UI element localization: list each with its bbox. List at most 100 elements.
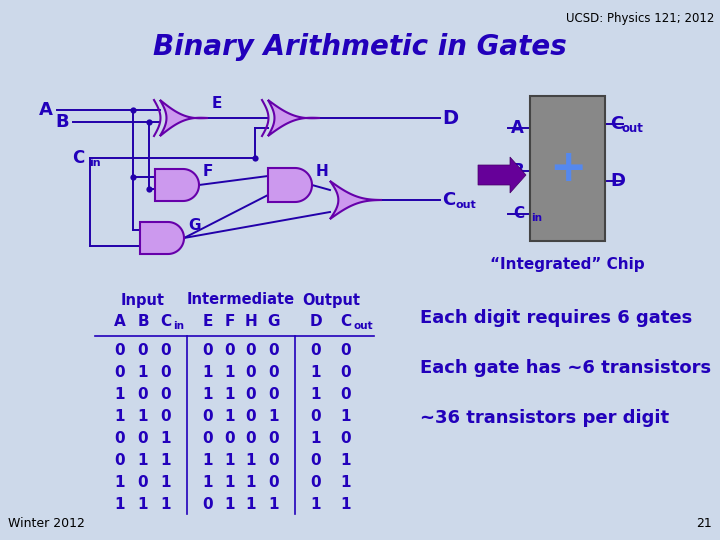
- Text: 0: 0: [269, 431, 279, 446]
- Text: D: D: [310, 314, 323, 329]
- Text: 0: 0: [225, 431, 235, 446]
- Text: in: in: [531, 213, 542, 223]
- Text: 0: 0: [203, 409, 213, 424]
- Text: 1: 1: [161, 497, 171, 512]
- Text: 1: 1: [225, 497, 235, 512]
- Text: A: A: [39, 101, 53, 119]
- Text: 1: 1: [225, 365, 235, 380]
- Text: C: C: [161, 314, 171, 329]
- Text: 0: 0: [203, 497, 213, 512]
- Text: C: C: [610, 115, 624, 133]
- Text: C: C: [72, 149, 84, 167]
- Text: 0: 0: [138, 431, 148, 446]
- Text: 1: 1: [225, 409, 235, 424]
- Bar: [530, 96, 605, 241]
- Text: 0: 0: [246, 431, 256, 446]
- Text: Input: Input: [121, 293, 165, 307]
- Text: 0: 0: [341, 343, 351, 358]
- Text: out: out: [621, 123, 643, 136]
- Text: 0: 0: [161, 387, 171, 402]
- Text: 1: 1: [138, 409, 148, 424]
- Polygon shape: [478, 157, 526, 193]
- Text: 1: 1: [246, 453, 256, 468]
- Text: 1: 1: [138, 365, 148, 380]
- Text: 1: 1: [341, 453, 351, 468]
- Text: 0: 0: [246, 409, 256, 424]
- Text: H: H: [316, 164, 329, 179]
- Text: 0: 0: [246, 365, 256, 380]
- Text: Each gate has ~6 transistors: Each gate has ~6 transistors: [420, 359, 711, 377]
- Text: D: D: [442, 109, 458, 127]
- Text: 1: 1: [341, 409, 351, 424]
- Text: 0: 0: [161, 343, 171, 358]
- Text: 1: 1: [203, 453, 213, 468]
- Text: 0: 0: [311, 453, 321, 468]
- Text: 0: 0: [138, 343, 148, 358]
- Text: 1: 1: [225, 387, 235, 402]
- Text: 0: 0: [311, 343, 321, 358]
- Text: 1: 1: [203, 475, 213, 490]
- Polygon shape: [155, 169, 199, 201]
- Text: in: in: [173, 321, 184, 331]
- Text: 0: 0: [114, 431, 125, 446]
- Text: 1: 1: [114, 497, 125, 512]
- Text: 1: 1: [161, 453, 171, 468]
- Text: 1: 1: [225, 453, 235, 468]
- Text: H: H: [245, 314, 257, 329]
- Text: G: G: [188, 218, 200, 233]
- Text: 1: 1: [341, 497, 351, 512]
- Text: F: F: [203, 165, 213, 179]
- Text: UCSD: Physics 121; 2012: UCSD: Physics 121; 2012: [566, 12, 714, 25]
- Text: 0: 0: [269, 453, 279, 468]
- Text: out: out: [455, 200, 476, 210]
- Text: ~36 transistors per digit: ~36 transistors per digit: [420, 409, 669, 427]
- Text: “Integrated” Chip: “Integrated” Chip: [490, 257, 645, 272]
- Text: F: F: [225, 314, 235, 329]
- Text: 0: 0: [269, 475, 279, 490]
- Text: 0: 0: [203, 431, 213, 446]
- Text: B: B: [55, 113, 69, 131]
- Text: Output: Output: [302, 293, 360, 307]
- Text: 0: 0: [114, 453, 125, 468]
- Text: 1: 1: [114, 409, 125, 424]
- Text: 0: 0: [269, 343, 279, 358]
- Text: 0: 0: [225, 343, 235, 358]
- Text: 1: 1: [311, 497, 321, 512]
- Text: in: in: [89, 158, 101, 168]
- Text: Binary Arithmetic in Gates: Binary Arithmetic in Gates: [153, 33, 567, 61]
- Text: B: B: [138, 314, 149, 329]
- Text: 0: 0: [246, 387, 256, 402]
- Text: 0: 0: [203, 343, 213, 358]
- Text: 1: 1: [311, 365, 321, 380]
- Text: 1: 1: [269, 497, 279, 512]
- Text: 0: 0: [269, 365, 279, 380]
- Text: 1: 1: [203, 387, 213, 402]
- Polygon shape: [330, 181, 382, 219]
- Text: Winter 2012: Winter 2012: [8, 517, 85, 530]
- Text: 0: 0: [341, 387, 351, 402]
- Polygon shape: [140, 222, 184, 254]
- Text: 0: 0: [138, 475, 148, 490]
- Text: out: out: [353, 321, 373, 331]
- Text: 1: 1: [203, 365, 213, 380]
- Text: A: A: [114, 314, 126, 329]
- Text: B: B: [511, 162, 524, 180]
- Text: A: A: [511, 119, 524, 137]
- Text: D: D: [610, 172, 625, 190]
- Text: 1: 1: [311, 431, 321, 446]
- Text: 0: 0: [161, 365, 171, 380]
- Text: 0: 0: [311, 475, 321, 490]
- Polygon shape: [268, 168, 312, 202]
- Text: 0: 0: [311, 409, 321, 424]
- Text: G: G: [268, 314, 280, 329]
- Text: 0: 0: [269, 387, 279, 402]
- Text: C: C: [513, 206, 524, 221]
- Text: Intermediate: Intermediate: [187, 293, 295, 307]
- Text: 0: 0: [341, 431, 351, 446]
- Polygon shape: [160, 100, 208, 136]
- Text: 0: 0: [246, 343, 256, 358]
- Polygon shape: [268, 100, 320, 136]
- Text: 0: 0: [114, 365, 125, 380]
- Text: Each digit requires 6 gates: Each digit requires 6 gates: [420, 309, 692, 327]
- Text: 1: 1: [161, 431, 171, 446]
